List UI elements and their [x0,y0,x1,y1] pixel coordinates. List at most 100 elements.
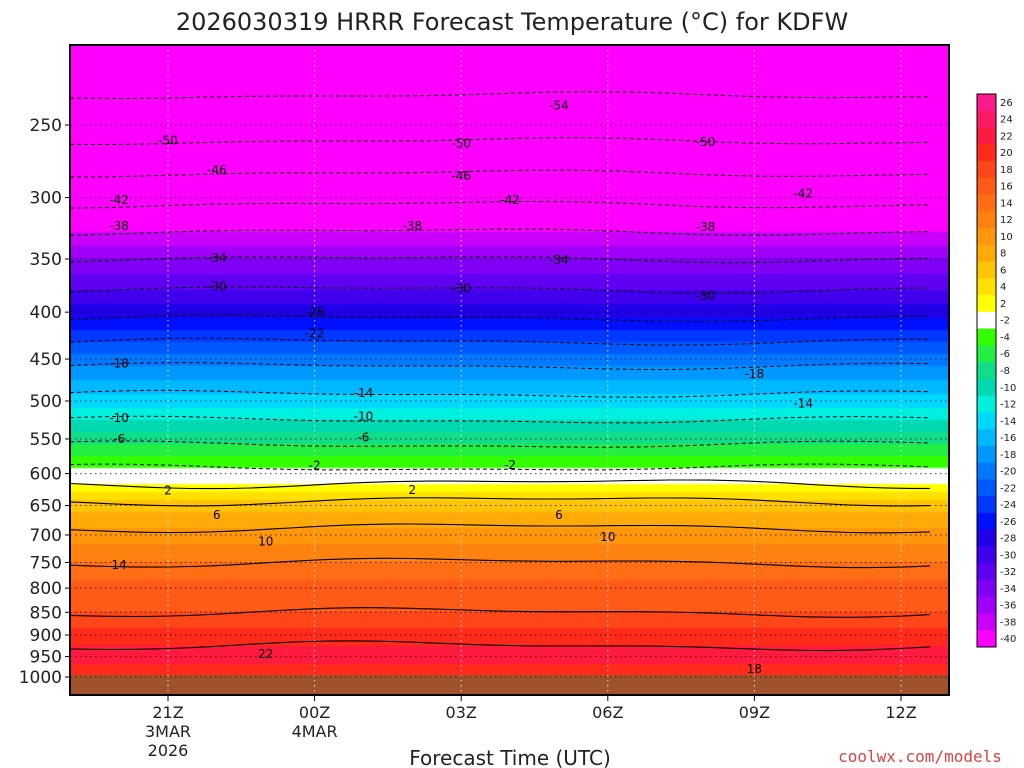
x-axis-title: Forecast Time (UTC) [409,746,611,768]
contour-label: 2 [409,483,417,497]
y-tick-label: 900 [30,626,62,646]
colorbar-segment [977,563,996,581]
contour-line-dashed [70,256,931,264]
colorbar-tick-label: -10 [1000,383,1016,394]
colorbar-tick-label: -14 [1000,416,1016,427]
y-axis: 250 300 350 400 450 500 550 600 650 700 750 800 850 9… [19,116,70,688]
x-tick-label: 00Z [299,703,330,722]
colorbar-tick-label: 16 [1000,182,1013,193]
contour-line-dashed [70,463,931,471]
contour-label: -10 [354,410,374,424]
contour-label: -18 [745,367,765,381]
contour-label: -30 [207,279,227,293]
y-tick-label: 450 [30,350,62,370]
contour-line-dashed [70,286,931,294]
contours [70,91,931,652]
contour-label: -38 [109,219,129,233]
colorbar-segment [977,546,996,564]
colorbar-segment [977,395,996,413]
plot-frame [69,44,950,696]
contour-label: -2 [309,459,321,473]
colorbar-tick-label: -8 [1000,366,1010,377]
y-tick-label: 800 [30,579,62,599]
colorbar-tick-label: -2 [1000,316,1010,327]
colorbar-segment [977,127,996,145]
contour-line-dashed [70,440,931,448]
colorbar-segment [977,244,996,263]
colorbar-tick-label: -20 [1000,467,1016,478]
colorbar-segment [977,429,996,447]
colorbar-tick-label: 8 [1000,249,1006,260]
contour-line-dashed [70,228,931,236]
contour-label: -42 [793,187,813,201]
colorbar-segment [977,445,996,464]
contour-label: -46 [451,169,471,183]
contour-label: 18 [747,662,762,676]
contour-line-solid [70,557,931,569]
colorbar-tick-label: -12 [1000,400,1016,411]
colorbar-tick-label: 2 [1000,299,1006,310]
colorbar-tick-label: -6 [1000,349,1010,360]
y-tick-label: 400 [30,303,62,323]
contour-line-dashed [70,169,931,178]
colorbar-segment [977,529,996,547]
colorbar-tick-label: 18 [1000,165,1013,176]
contour-line-dashed [70,314,930,323]
colorbar-segment [977,613,996,631]
y-tick-label: 650 [30,496,62,516]
contour-labels: -54 -50 -50 -50 -46 -46 -42 -42 -42 -38 -38 -38 -34 -… [109,98,813,676]
colorbar-tick-label: -40 [1000,634,1016,645]
colorbar-segment [977,579,996,598]
temperature-field [70,45,949,695]
colorbar-tick-label: -34 [1000,584,1016,595]
colorbar-segment [977,228,996,246]
contour-label: -6 [113,432,125,446]
contour-label: -38 [696,220,716,234]
contour-label: -50 [158,134,178,148]
contour-line-solid [70,497,931,507]
contour-label: -10 [109,411,129,425]
contour-label: -46 [207,163,227,177]
x-tick-label: 03Z [446,703,477,722]
y-tick-label: 550 [30,430,62,450]
y-tick-label: 750 [30,553,62,573]
contour-label: -34 [549,253,569,267]
colorbar-segment [977,328,996,346]
x-tick-label: 06Z [592,703,623,722]
colorbar-segment [977,345,996,363]
colorbar-tick-label: -32 [1000,567,1016,578]
contour-label: -14 [354,386,374,400]
colorbar-segment [977,630,996,648]
contour-line-solid [70,479,930,490]
colorbar-segment [977,94,996,112]
contour-label: -30 [451,282,471,296]
chart-title: 2026030319 HRRR Forecast Temperature (°C… [176,8,848,36]
x-tick-label: 09Z [739,703,770,722]
contour-line-dashed [70,201,931,209]
colorbar-tick-label: -18 [1000,450,1016,461]
contour-label: -34 [207,251,227,265]
colorbar-tick-label: 20 [1000,148,1013,159]
colorbar-segment [977,278,996,296]
contour-label: -22 [305,326,325,340]
contour-label: 14 [111,558,126,572]
x-tick-sublabel-date: 3MAR [145,722,191,741]
contour-label: 22 [258,647,273,661]
contour-line-dashed [70,362,931,370]
contour-label: 2 [164,483,172,497]
colorbar-segment [977,295,996,313]
colorbar-tick-label: 22 [1000,131,1013,142]
colorbar-segment [977,496,996,514]
y-tick-label: 300 [30,189,62,209]
x-tick-label: 21Z [152,703,183,722]
colorbar-segment [977,144,996,162]
contour-label: -2 [504,458,516,472]
contour-label: -14 [793,396,813,410]
colorbar-segment [977,596,996,614]
colorbar-segment [977,194,996,212]
colorbar-tick-label: -16 [1000,433,1016,444]
colorbar-tick-label: 12 [1000,215,1013,226]
colorbar-tick-label: 4 [1000,282,1006,293]
